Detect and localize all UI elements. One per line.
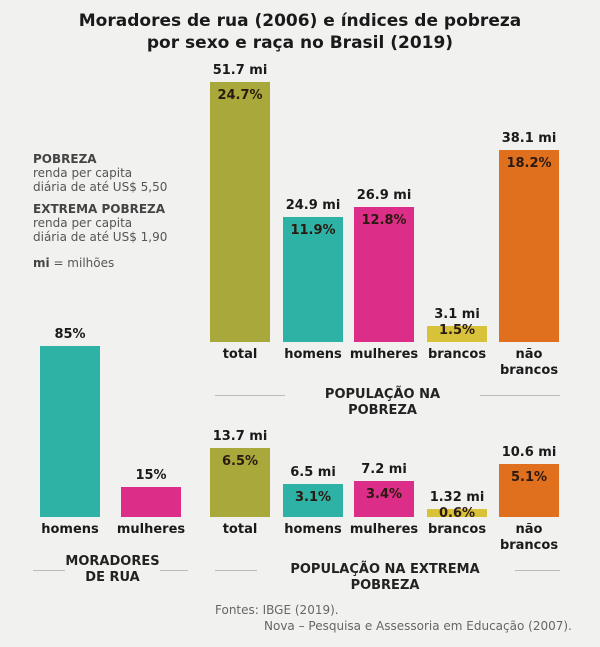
value-label: 10.6 mi (501, 444, 557, 460)
category-text: brancos (427, 347, 487, 362)
percent-label: 12.8% (361, 212, 407, 228)
category-label: mulheres (339, 522, 429, 538)
percent-label: 3.1% (294, 490, 332, 506)
bar (40, 346, 100, 517)
category-label: não brancos (484, 522, 574, 554)
category-text: total (222, 347, 258, 362)
legend-text: diária de até US$ 5,50 (33, 180, 168, 194)
category-text: mulheres (116, 522, 186, 537)
category-label: mulheres (106, 522, 196, 538)
bar (499, 150, 559, 342)
divider (215, 395, 285, 396)
bar (283, 484, 343, 517)
source-line: Nova – Pesquisa e Assessoria em Educação… (264, 619, 572, 633)
divider (515, 570, 560, 571)
category-text: brancos (499, 538, 559, 553)
value-label: 1.32 mi (429, 490, 485, 505)
legend-text: = milhões (49, 256, 115, 270)
legend-text: renda per capita (33, 216, 133, 230)
sec-line: MORADORES (65, 554, 160, 569)
percent-label: 6.5% (221, 454, 259, 470)
category-label: homens (268, 347, 358, 363)
category-text: mulheres (349, 522, 419, 537)
legend-text: diária de até US$ 1,90 (33, 230, 168, 244)
category-label: total (195, 347, 285, 363)
percent-label: 3.4% (365, 486, 403, 502)
category-label: brancos (412, 522, 502, 538)
category-label: brancos (412, 347, 502, 363)
category-text: total (222, 522, 258, 537)
title-line-2: por sexo e raça no Brasil (2019) (146, 33, 454, 53)
value-label: 38.1 mi (501, 131, 557, 147)
section-title-pobreza: POPULAÇÃO NA POBREZA (324, 387, 441, 418)
legend-text: renda per capita (33, 166, 133, 180)
sec-line: DE RUA (85, 570, 140, 585)
section-title-moradores: MORADORES DE RUA (65, 554, 160, 586)
bar (354, 206, 414, 342)
legend-extrema: EXTREMA POBREZA (33, 202, 166, 216)
legend: POBREZA renda per capita diária de até US$… (33, 152, 167, 270)
source-line: Fontes: IBGE (2019). (215, 603, 339, 617)
category-text: brancos (499, 363, 559, 378)
bar (121, 486, 181, 517)
value-label: 3.1 mi (434, 307, 480, 323)
percent-label: 1.5% (438, 323, 476, 339)
percent-label: 18.2% (506, 156, 552, 172)
percent-label: 0.6% (438, 506, 476, 521)
bar (210, 81, 270, 342)
category-label: homens (268, 522, 358, 538)
category-text: não (515, 347, 543, 362)
category-text: brancos (427, 522, 487, 537)
category-text: mulheres (349, 347, 419, 362)
category-text: homens (284, 347, 342, 362)
category-text: homens (284, 522, 342, 537)
legend-pobreza: POBREZA (33, 152, 97, 166)
legend-mi: mi (33, 256, 50, 270)
percent-label: 24.7% (217, 87, 263, 103)
value-label: 26.9 mi (356, 187, 412, 203)
value-label: 24.9 mi (285, 197, 341, 213)
value-label: 6.5 mi (290, 465, 336, 481)
chart-title: Moradores de rua (2006) e índices de pob… (0, 10, 600, 54)
title-line-1: Moradores de rua (2006) e índices de pob… (78, 11, 522, 31)
category-label: homens (25, 522, 115, 538)
category-label: mulheres (339, 347, 429, 363)
value-label: 85% (54, 327, 86, 343)
bar (354, 480, 414, 517)
bar (499, 463, 559, 517)
sources: Fontes: IBGE (2019). Nova – Pesquisa e A… (215, 602, 572, 634)
value-label: 51.7 mi (212, 62, 268, 78)
value-label: 13.7 mi (212, 429, 268, 445)
bar (427, 326, 487, 342)
section-title-extrema: POPULAÇÃO NA EXTREMA POBREZA (290, 562, 480, 593)
category-label: não brancos (484, 347, 574, 379)
bar (210, 448, 270, 517)
category-text: não (515, 522, 543, 537)
divider (480, 395, 560, 396)
divider (215, 570, 257, 571)
divider (33, 570, 65, 571)
category-label: total (195, 522, 285, 538)
percent-label: 11.9% (290, 222, 336, 238)
value-label: 15% (135, 467, 167, 483)
value-label: 7.2 mi (361, 461, 407, 477)
category-text: homens (41, 522, 99, 537)
bar (283, 216, 343, 342)
percent-label: 5.1% (510, 469, 548, 485)
divider (160, 570, 188, 571)
bar (427, 509, 487, 517)
